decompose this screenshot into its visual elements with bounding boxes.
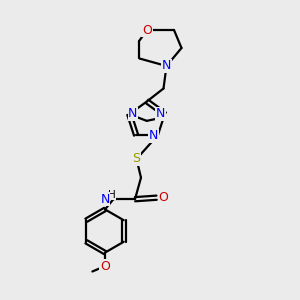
Text: S: S	[133, 152, 140, 166]
Text: O: O	[158, 191, 168, 204]
Text: H: H	[108, 190, 116, 200]
Text: N: N	[162, 59, 171, 73]
Text: N: N	[155, 107, 165, 120]
Text: O: O	[100, 260, 110, 273]
Text: N: N	[149, 129, 158, 142]
Text: N: N	[100, 193, 110, 206]
Text: N: N	[128, 107, 138, 120]
Text: O: O	[142, 23, 152, 37]
